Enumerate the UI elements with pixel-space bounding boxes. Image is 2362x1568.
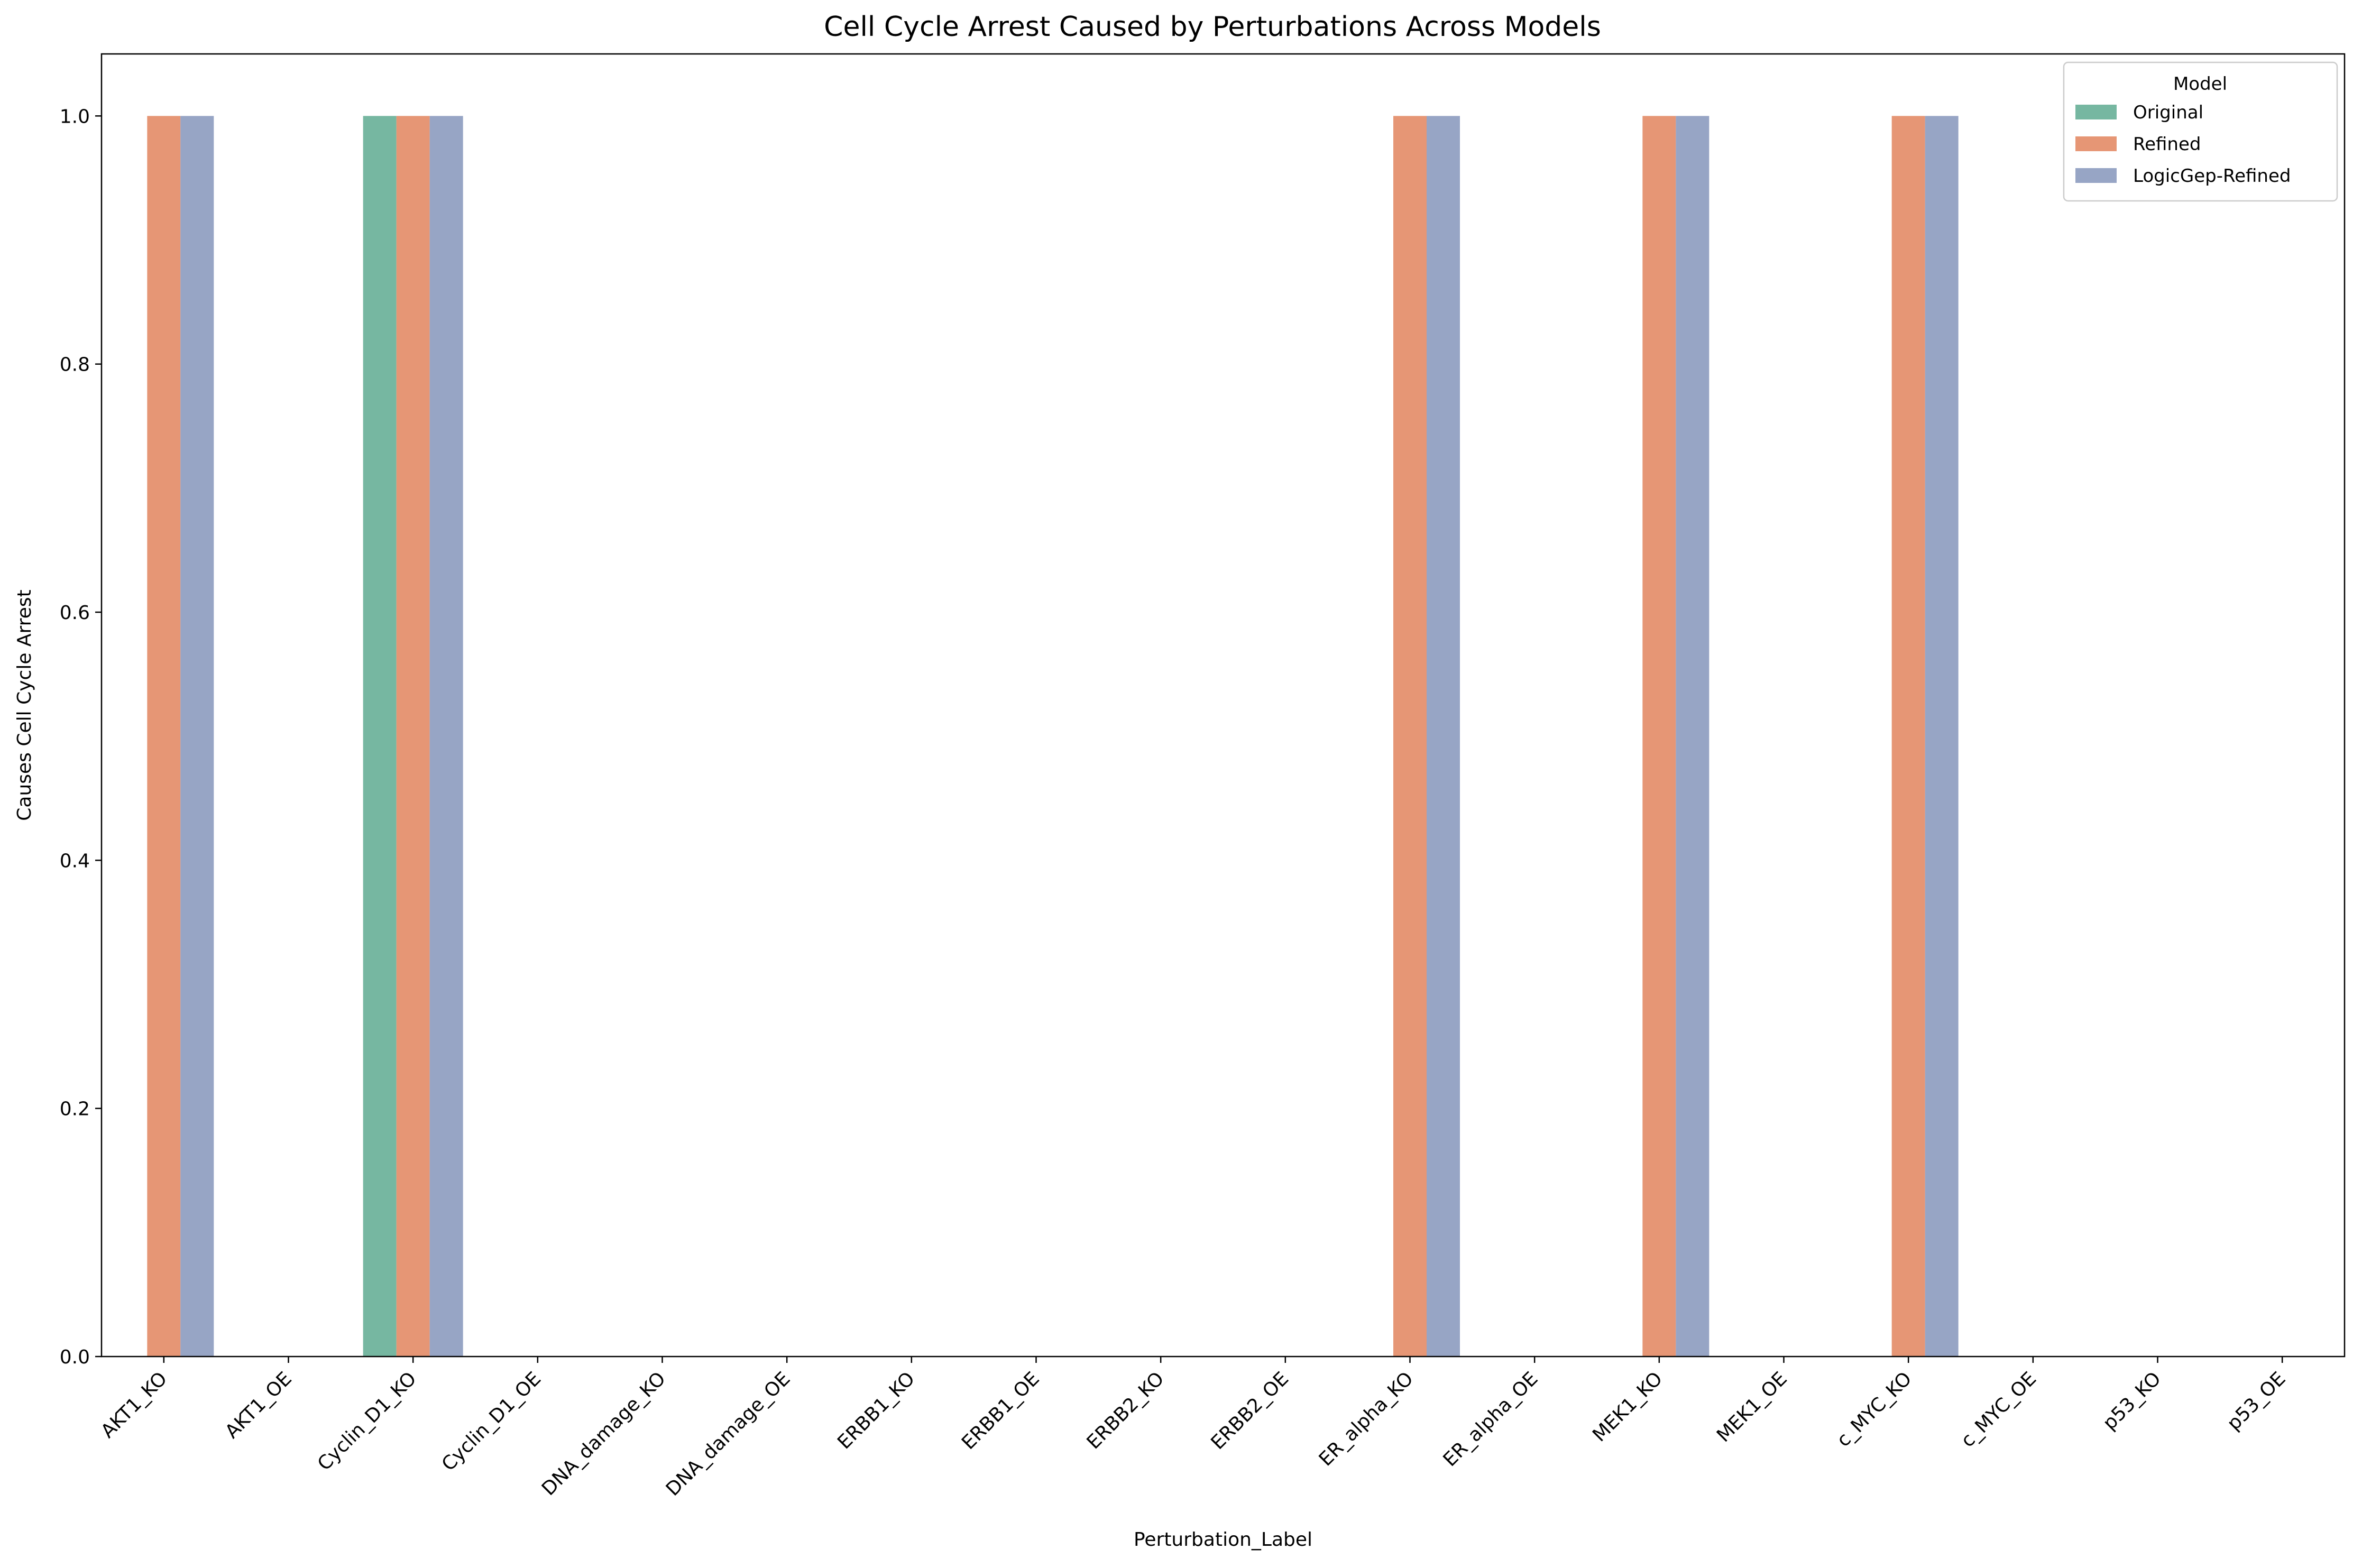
bar [1891,116,1925,1357]
legend-swatch [2075,136,2117,151]
legend-label: Original [2133,102,2203,123]
legend-title: Model [2173,73,2227,95]
legend-label: Refined [2133,134,2201,155]
y-tick-label: 0.4 [60,850,90,872]
bar [363,116,397,1357]
bar [1393,116,1427,1357]
y-axis-title: Causes Cell Cycle Arrest [14,589,35,821]
y-tick-label: 0.2 [60,1099,90,1120]
bar [396,116,430,1357]
bars-layer [147,116,1959,1357]
chart-title: Cell Cycle Arrest Caused by Perturbation… [824,11,1601,43]
bar [1427,116,1460,1357]
x-axis-title: Perturbation_Label [1134,1529,1312,1551]
legend-swatch [2075,105,2117,119]
bar [1925,116,1959,1357]
legend-label: LogicGep-Refined [2133,165,2291,187]
bar [1642,116,1676,1357]
bar [147,116,181,1357]
y-axis-ticks: 0.0 0.2 0.4 0.6 0.8 1.0 [60,106,102,1368]
y-tick-label: 1.0 [60,106,90,127]
bar [1676,116,1710,1357]
legend-box [2063,61,2338,202]
plot-frame [100,53,2346,1358]
legend: Model Original Refined LogicGep-Refined [2063,61,2338,202]
bar [180,116,214,1357]
y-tick-label: 0.0 [60,1346,90,1368]
y-tick-label: 0.6 [60,602,90,624]
legend-swatch [2075,168,2117,183]
bar [429,116,463,1357]
legend-items: Original Refined LogicGep-Refined [2075,102,2291,187]
y-tick-label: 0.8 [60,354,90,376]
